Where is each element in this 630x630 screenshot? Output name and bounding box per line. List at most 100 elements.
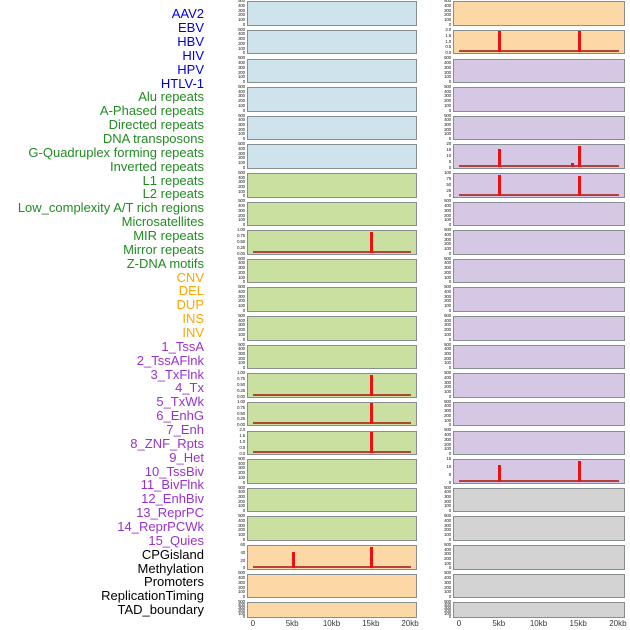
- y-tick-label: 10: [446, 153, 451, 158]
- y-tick-label: 500: [444, 599, 451, 604]
- track-label: 13_ReprPC: [136, 505, 204, 521]
- signal-spike: [498, 149, 502, 167]
- track-panel: [453, 115, 625, 141]
- track-panel: [247, 602, 417, 618]
- y-tick-label: 500: [444, 255, 451, 261]
- y-tick-label: 100: [238, 274, 245, 280]
- y-tick-label: 200: [444, 527, 451, 533]
- y-tick-label: 300: [444, 494, 451, 499]
- track-label: Mirror repeats: [123, 241, 204, 257]
- track-panel: [453, 230, 625, 255]
- y-tick-label: 200: [238, 470, 245, 476]
- y-tick-label: 500: [238, 513, 245, 519]
- track-panel: [247, 373, 417, 398]
- y-tick-label: 300: [238, 64, 245, 70]
- y-tick-label: 300: [444, 265, 451, 271]
- y-tick-label: 0.00: [237, 393, 245, 399]
- y-tick-label: 25: [446, 187, 451, 193]
- y-tick-label: 0.25: [237, 416, 245, 422]
- signal-spike: [571, 162, 575, 167]
- y-tick-label: 400: [444, 60, 451, 65]
- y-tick-label: 0: [448, 594, 452, 599]
- y-tick-label: 400: [238, 88, 245, 94]
- y-tick-label: 400: [444, 231, 451, 237]
- y-tick-label: 5: [448, 471, 452, 477]
- y-tick-label: 50: [446, 181, 451, 187]
- y-tick-label: 0: [448, 136, 452, 142]
- y-tick-label: 500: [238, 455, 245, 461]
- signal-baseline: [253, 451, 411, 454]
- y-tick-label: 20: [446, 141, 451, 147]
- y-tick-label: 15: [446, 147, 451, 153]
- signal-spike: [577, 460, 581, 482]
- y-tick-label: 0: [242, 50, 246, 56]
- y-tick-label: 300: [444, 436, 451, 442]
- y-tick-label: 300: [444, 64, 451, 70]
- y-tick-label: 200: [238, 584, 245, 590]
- track-panel: [247, 115, 417, 141]
- track-label: 10_TssBiv: [144, 463, 204, 479]
- y-tick-label: 1.00: [237, 370, 245, 376]
- track-panel: [247, 516, 417, 541]
- y-tick-label: 0: [242, 365, 246, 371]
- y-tick-label: 200: [444, 269, 451, 275]
- y-tick-label: 100: [238, 589, 245, 595]
- y-tick-label: 300: [238, 36, 245, 42]
- y-tick-label: 0: [448, 279, 452, 285]
- y-tick-label: 200: [444, 69, 451, 75]
- y-tick-label: 200: [238, 155, 245, 161]
- track-panel: [247, 173, 417, 198]
- track-label: 5_TxWk: [156, 394, 204, 410]
- y-tick-label: 500: [444, 570, 451, 576]
- y-tick-label: 1.5: [239, 433, 245, 439]
- y-tick-label: 100: [238, 532, 245, 537]
- y-tick-label: 500: [444, 112, 451, 118]
- y-tick-label: 200: [238, 527, 245, 533]
- y-tick-label: 0.25: [237, 244, 245, 250]
- y-tick-label: 0: [448, 250, 452, 256]
- signal-baseline: [459, 479, 619, 482]
- track-label: HBV: [177, 34, 204, 49]
- track-panel: [453, 516, 625, 541]
- track-label: HTLV-1: [160, 75, 204, 91]
- y-tick-label: 300: [444, 207, 451, 213]
- y-tick-label: 200: [444, 441, 451, 447]
- y-tick-label: 0.5: [239, 445, 245, 450]
- x-axis-tick-label: 5kb: [285, 619, 299, 628]
- x-axis-tick-label: 5kb: [492, 619, 506, 628]
- y-tick-label: 400: [444, 2, 451, 8]
- y-tick-label: 0: [448, 450, 452, 456]
- y-tick-label: 10: [446, 463, 451, 469]
- y-tick-label: 0: [448, 365, 452, 371]
- x-axis-tick-label: 20kb: [609, 619, 627, 628]
- y-tick-label: 200: [444, 384, 451, 390]
- y-tick-label: 300: [444, 522, 451, 528]
- y-tick-label: 0: [242, 307, 246, 313]
- track-label: DUP: [176, 297, 204, 313]
- y-tick-label: 300: [238, 265, 245, 271]
- track-label: AAV2: [171, 6, 204, 22]
- y-tick-label: 0.50: [237, 381, 245, 387]
- track-label: INV: [182, 325, 204, 340]
- y-tick-label: 0.50: [237, 238, 245, 244]
- y-tick-label: 0.00: [237, 422, 245, 428]
- signal-spike: [370, 403, 374, 425]
- y-tick-label: 75: [446, 175, 451, 181]
- x-axis-tick-label: 0: [456, 619, 462, 628]
- y-tick-label: 100: [444, 610, 451, 616]
- y-tick-label: 300: [444, 408, 451, 414]
- y-tick-label: 500: [444, 370, 451, 376]
- y-tick-label: 0: [242, 336, 246, 342]
- x-axis-tick-label: 15kb: [569, 619, 587, 628]
- y-tick-label: 200: [238, 98, 245, 104]
- track-panel: [247, 87, 417, 112]
- y-tick-label: 300: [444, 322, 451, 328]
- track-label: 8_ZNF_Rpts: [130, 435, 204, 451]
- y-tick-label: 100: [238, 303, 245, 309]
- track-label: CPGisland: [141, 546, 204, 562]
- y-tick-label: 300: [238, 522, 245, 528]
- y-tick-label: 500: [444, 284, 451, 290]
- track-label: HIV: [182, 47, 204, 63]
- y-tick-label: 100: [238, 160, 245, 166]
- y-tick-label: 0: [448, 536, 452, 542]
